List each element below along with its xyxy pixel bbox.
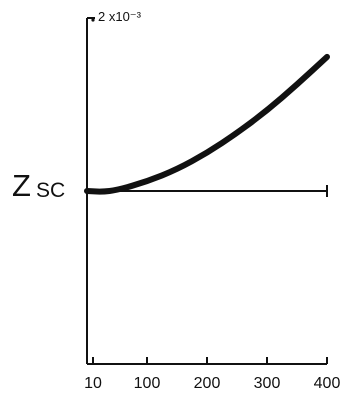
x-tick-label: 100 <box>134 375 161 392</box>
series-layer <box>84 53 330 195</box>
series-line <box>84 53 330 195</box>
x-tick-label: 200 <box>194 375 221 392</box>
y-tick-label: 2 x10⁻³ <box>98 9 142 24</box>
x-tick-label: 400 <box>314 375 341 392</box>
y-axis-label: Z <box>12 168 31 203</box>
axes: 2 x10⁻³ 10 100 200 300 400 <box>84 9 340 392</box>
labels-layer: Z SC <box>12 168 65 203</box>
y-axis-label-subscript: SC <box>36 179 65 202</box>
x-tick-label: 10 <box>84 375 102 392</box>
y-tick-dot <box>91 18 95 22</box>
x-tick-label: 300 <box>254 375 281 392</box>
